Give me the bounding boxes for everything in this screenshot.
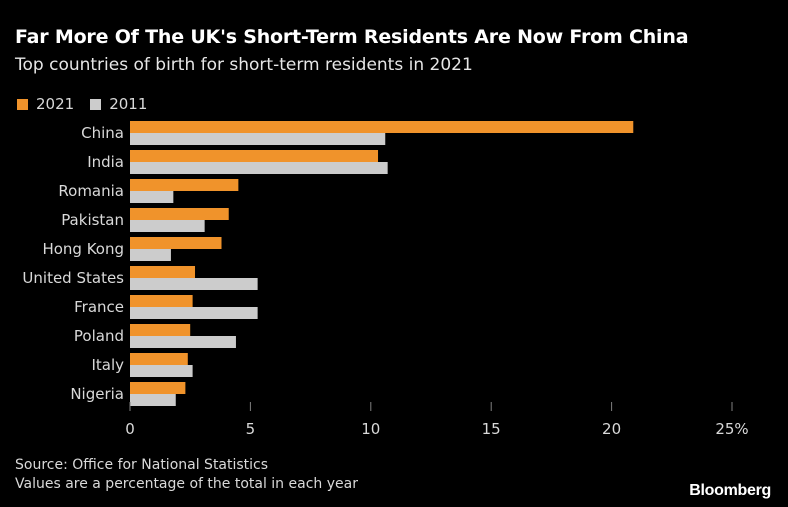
legend-item-2011: 2011 [90, 95, 147, 113]
bar-2011-united-states [130, 278, 258, 290]
x-tick-label: 10 [361, 420, 380, 438]
chart-legend: 2021 2011 [17, 95, 163, 113]
bar-2011-india [130, 162, 388, 174]
bar-2011-china [130, 133, 386, 145]
category-label: United States [22, 269, 124, 287]
bloomberg-logo: Bloomberg [689, 482, 771, 499]
bar-2021-india [130, 150, 379, 162]
x-tick-label: 0 [125, 420, 135, 438]
x-tick-label: 15 [482, 420, 501, 438]
category-label: China [81, 124, 124, 142]
category-label: Romania [58, 182, 124, 200]
category-label: Pakistan [61, 211, 124, 229]
legend-label-2021: 2021 [36, 95, 75, 113]
bar-2021-united-states [130, 266, 196, 278]
x-tick-label: 5 [246, 420, 256, 438]
bar-2021-france [130, 295, 193, 307]
legend-swatch-2011 [90, 98, 102, 110]
x-tick-label: 25% [715, 420, 748, 438]
bar-2011-hong-kong [130, 249, 171, 261]
category-label: Italy [91, 356, 124, 374]
category-label: France [74, 298, 124, 316]
chart-subtitle: Top countries of birth for short-term re… [15, 55, 473, 75]
chart-title: Far More Of The UK's Short-Term Resident… [15, 26, 689, 48]
bar-2021-china [130, 121, 634, 133]
values-note: Values are a percentage of the total in … [15, 476, 358, 492]
bar-2011-italy [130, 365, 193, 377]
bar-2011-nigeria [130, 394, 176, 406]
bar-2021-romania [130, 179, 239, 191]
bar-2011-france [130, 307, 258, 319]
bar-2021-poland [130, 324, 191, 336]
bar-2021-pakistan [130, 208, 229, 220]
legend-item-2021: 2021 [17, 95, 74, 113]
legend-label-2011: 2011 [109, 95, 148, 113]
bar-2011-pakistan [130, 220, 205, 232]
category-label: Hong Kong [42, 240, 124, 258]
category-label: Nigeria [70, 385, 124, 403]
bar-2011-romania [130, 191, 174, 203]
bar-2021-italy [130, 353, 188, 365]
category-label: Poland [74, 327, 124, 345]
bar-2021-hong-kong [130, 237, 222, 249]
source-note: Source: Office for National Statistics [15, 457, 269, 473]
x-tick-label: 20 [602, 420, 621, 438]
legend-swatch-2021 [17, 98, 28, 110]
bar-2021-nigeria [130, 382, 186, 394]
bar-2011-poland [130, 336, 236, 348]
category-label: India [87, 153, 124, 171]
